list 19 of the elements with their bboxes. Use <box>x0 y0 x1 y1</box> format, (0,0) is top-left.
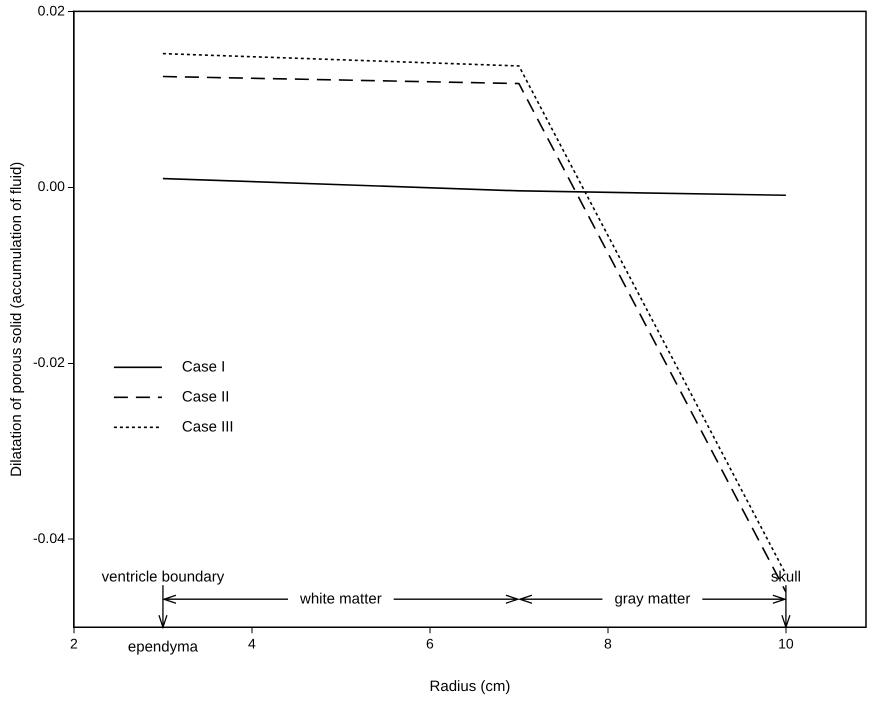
x-tick-label: 4 <box>248 635 256 652</box>
annotation: gray matter <box>614 590 690 608</box>
y-tick-label: -0.04 <box>32 530 66 546</box>
legend-label: Case III <box>182 418 234 436</box>
y-axis-title: Dilatation of porous solid (accumulation of fluid) <box>8 162 26 477</box>
y-tick-label: 0.00 <box>38 178 66 194</box>
x-axis-title: Radius (cm) <box>430 678 510 696</box>
x-tick-label: 8 <box>604 635 612 652</box>
annotation: skull <box>770 568 801 586</box>
x-tick-label: 10 <box>778 635 794 652</box>
annotation: white matter <box>298 590 382 608</box>
y-tick-label: -0.02 <box>32 354 66 370</box>
legend-label: Case I <box>182 358 226 376</box>
x-tick-label: 6 <box>426 635 434 652</box>
y-tick-label: 0.02 <box>38 2 66 18</box>
legend-label: Case II <box>182 388 230 406</box>
annotation: ventricle boundary <box>102 568 225 586</box>
x-tick-label: 2 <box>70 635 78 652</box>
text: ependyma <box>128 638 199 656</box>
